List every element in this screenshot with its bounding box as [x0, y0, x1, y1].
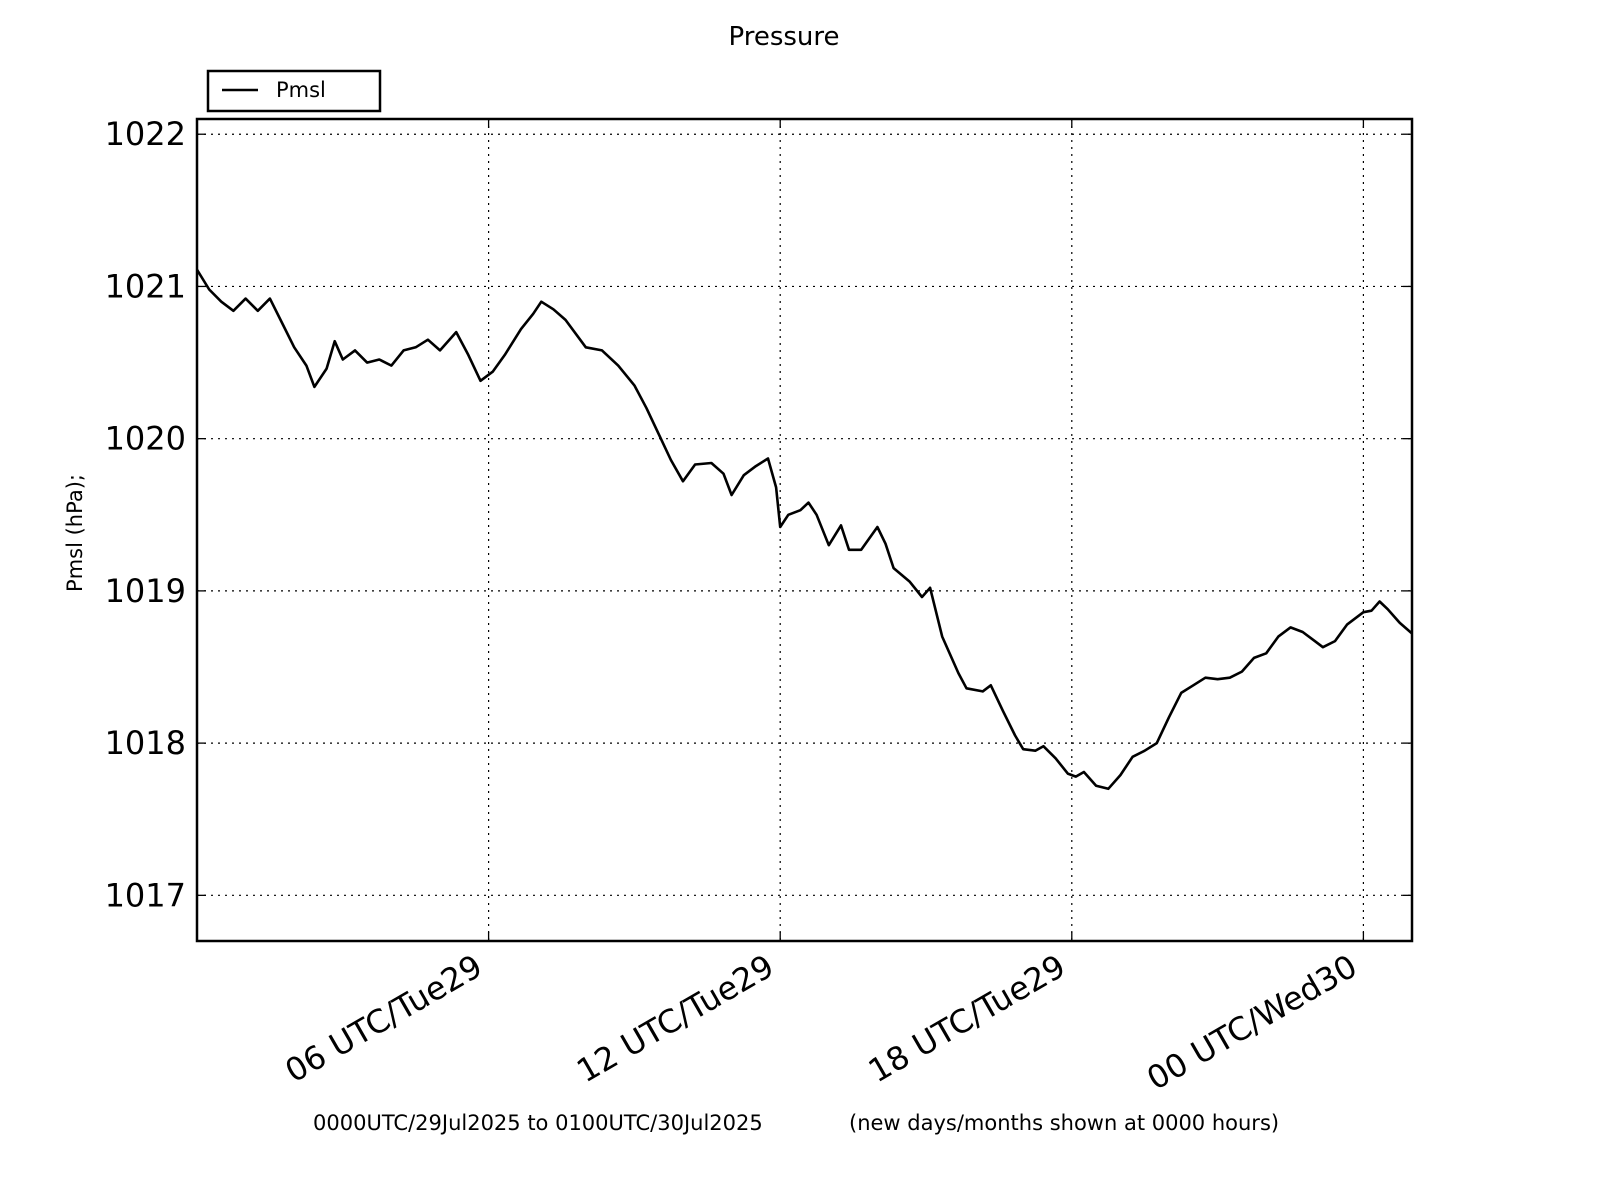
plot-frame [195, 117, 1414, 943]
y-tick-labels: 1017 1018 1019 1020 1021 1022 [105, 115, 186, 914]
x-tick-label: 18 UTC/Tue29 [862, 947, 1072, 1090]
y-tick-label: 1017 [105, 876, 186, 914]
legend-label-pmsl: Pmsl [276, 78, 326, 102]
series-layer [195, 269, 1413, 791]
x-tick-label: 06 UTC/Tue29 [279, 947, 489, 1090]
y-tick-label: 1019 [105, 572, 186, 610]
tick-marks [197, 119, 1412, 941]
y-tick-label: 1020 [105, 420, 186, 458]
y-tick-label: 1021 [105, 267, 186, 305]
x-tick-label: 12 UTC/Tue29 [570, 947, 780, 1090]
x-tick-label: 00 UTC/Wed30 [1140, 947, 1363, 1098]
y-tick-label: 1022 [105, 115, 186, 153]
y-axis-label: Pmsl (hPa); [63, 474, 87, 592]
y-tick-label: 1018 [105, 724, 186, 762]
chart-title: Pressure [728, 22, 839, 52]
gridlines [197, 119, 1412, 941]
footer-note: (new days/months shown at 0000 hours) [849, 1111, 1279, 1135]
footer-date-range: 0000UTC/29Jul2025 to 0100UTC/30Jul2025 [313, 1111, 763, 1135]
x-tick-labels: 06 UTC/Tue29 12 UTC/Tue29 18 UTC/Tue29 00 U… [279, 947, 1364, 1098]
legend: Pmsl [206, 69, 382, 113]
series-line-pmsl [195, 269, 1413, 791]
